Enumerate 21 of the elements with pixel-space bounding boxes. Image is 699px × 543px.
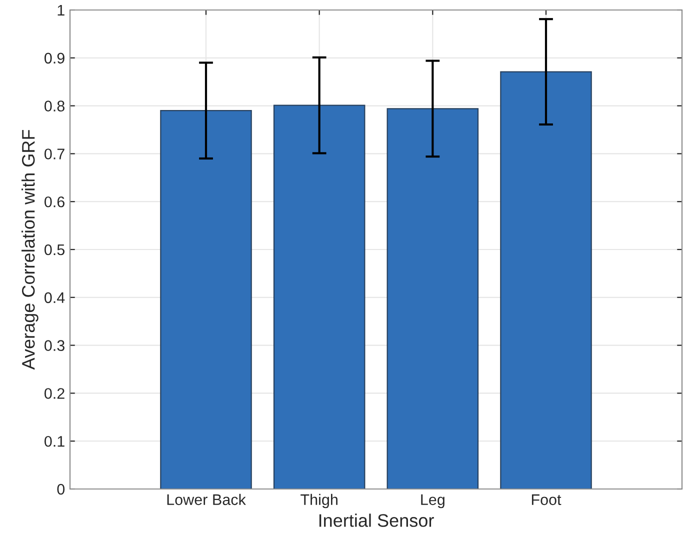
- y-tick-label: 0.8: [44, 100, 64, 112]
- x-tick-label: Lower Back: [167, 494, 246, 506]
- bar: [386, 108, 479, 489]
- bar: [500, 71, 592, 489]
- y-tick-label: 0.2: [44, 388, 64, 399]
- y-tick-label: 0.4: [44, 292, 65, 304]
- y-tick-label: 0.6: [44, 196, 64, 208]
- x-tick-label: Thigh: [300, 494, 338, 508]
- y-tick-label: 0.5: [44, 244, 64, 256]
- x-tick-label: Leg: [421, 494, 444, 508]
- y-axis-title: Average Correlation with GRF: [22, 130, 38, 370]
- y-tick-label: 0.3: [44, 340, 64, 351]
- bar: [273, 104, 366, 489]
- y-tick-label: 0: [57, 484, 65, 495]
- x-axis-title: Inertial Sensor: [319, 514, 434, 527]
- y-tick-label: 0.7: [44, 148, 64, 160]
- bar: [160, 110, 252, 489]
- y-tick-label: 0.9: [44, 52, 64, 64]
- x-tick-label: Foot: [532, 494, 562, 506]
- y-tick-label: 0.1: [44, 436, 64, 447]
- y-tick-label: 1: [58, 5, 64, 16]
